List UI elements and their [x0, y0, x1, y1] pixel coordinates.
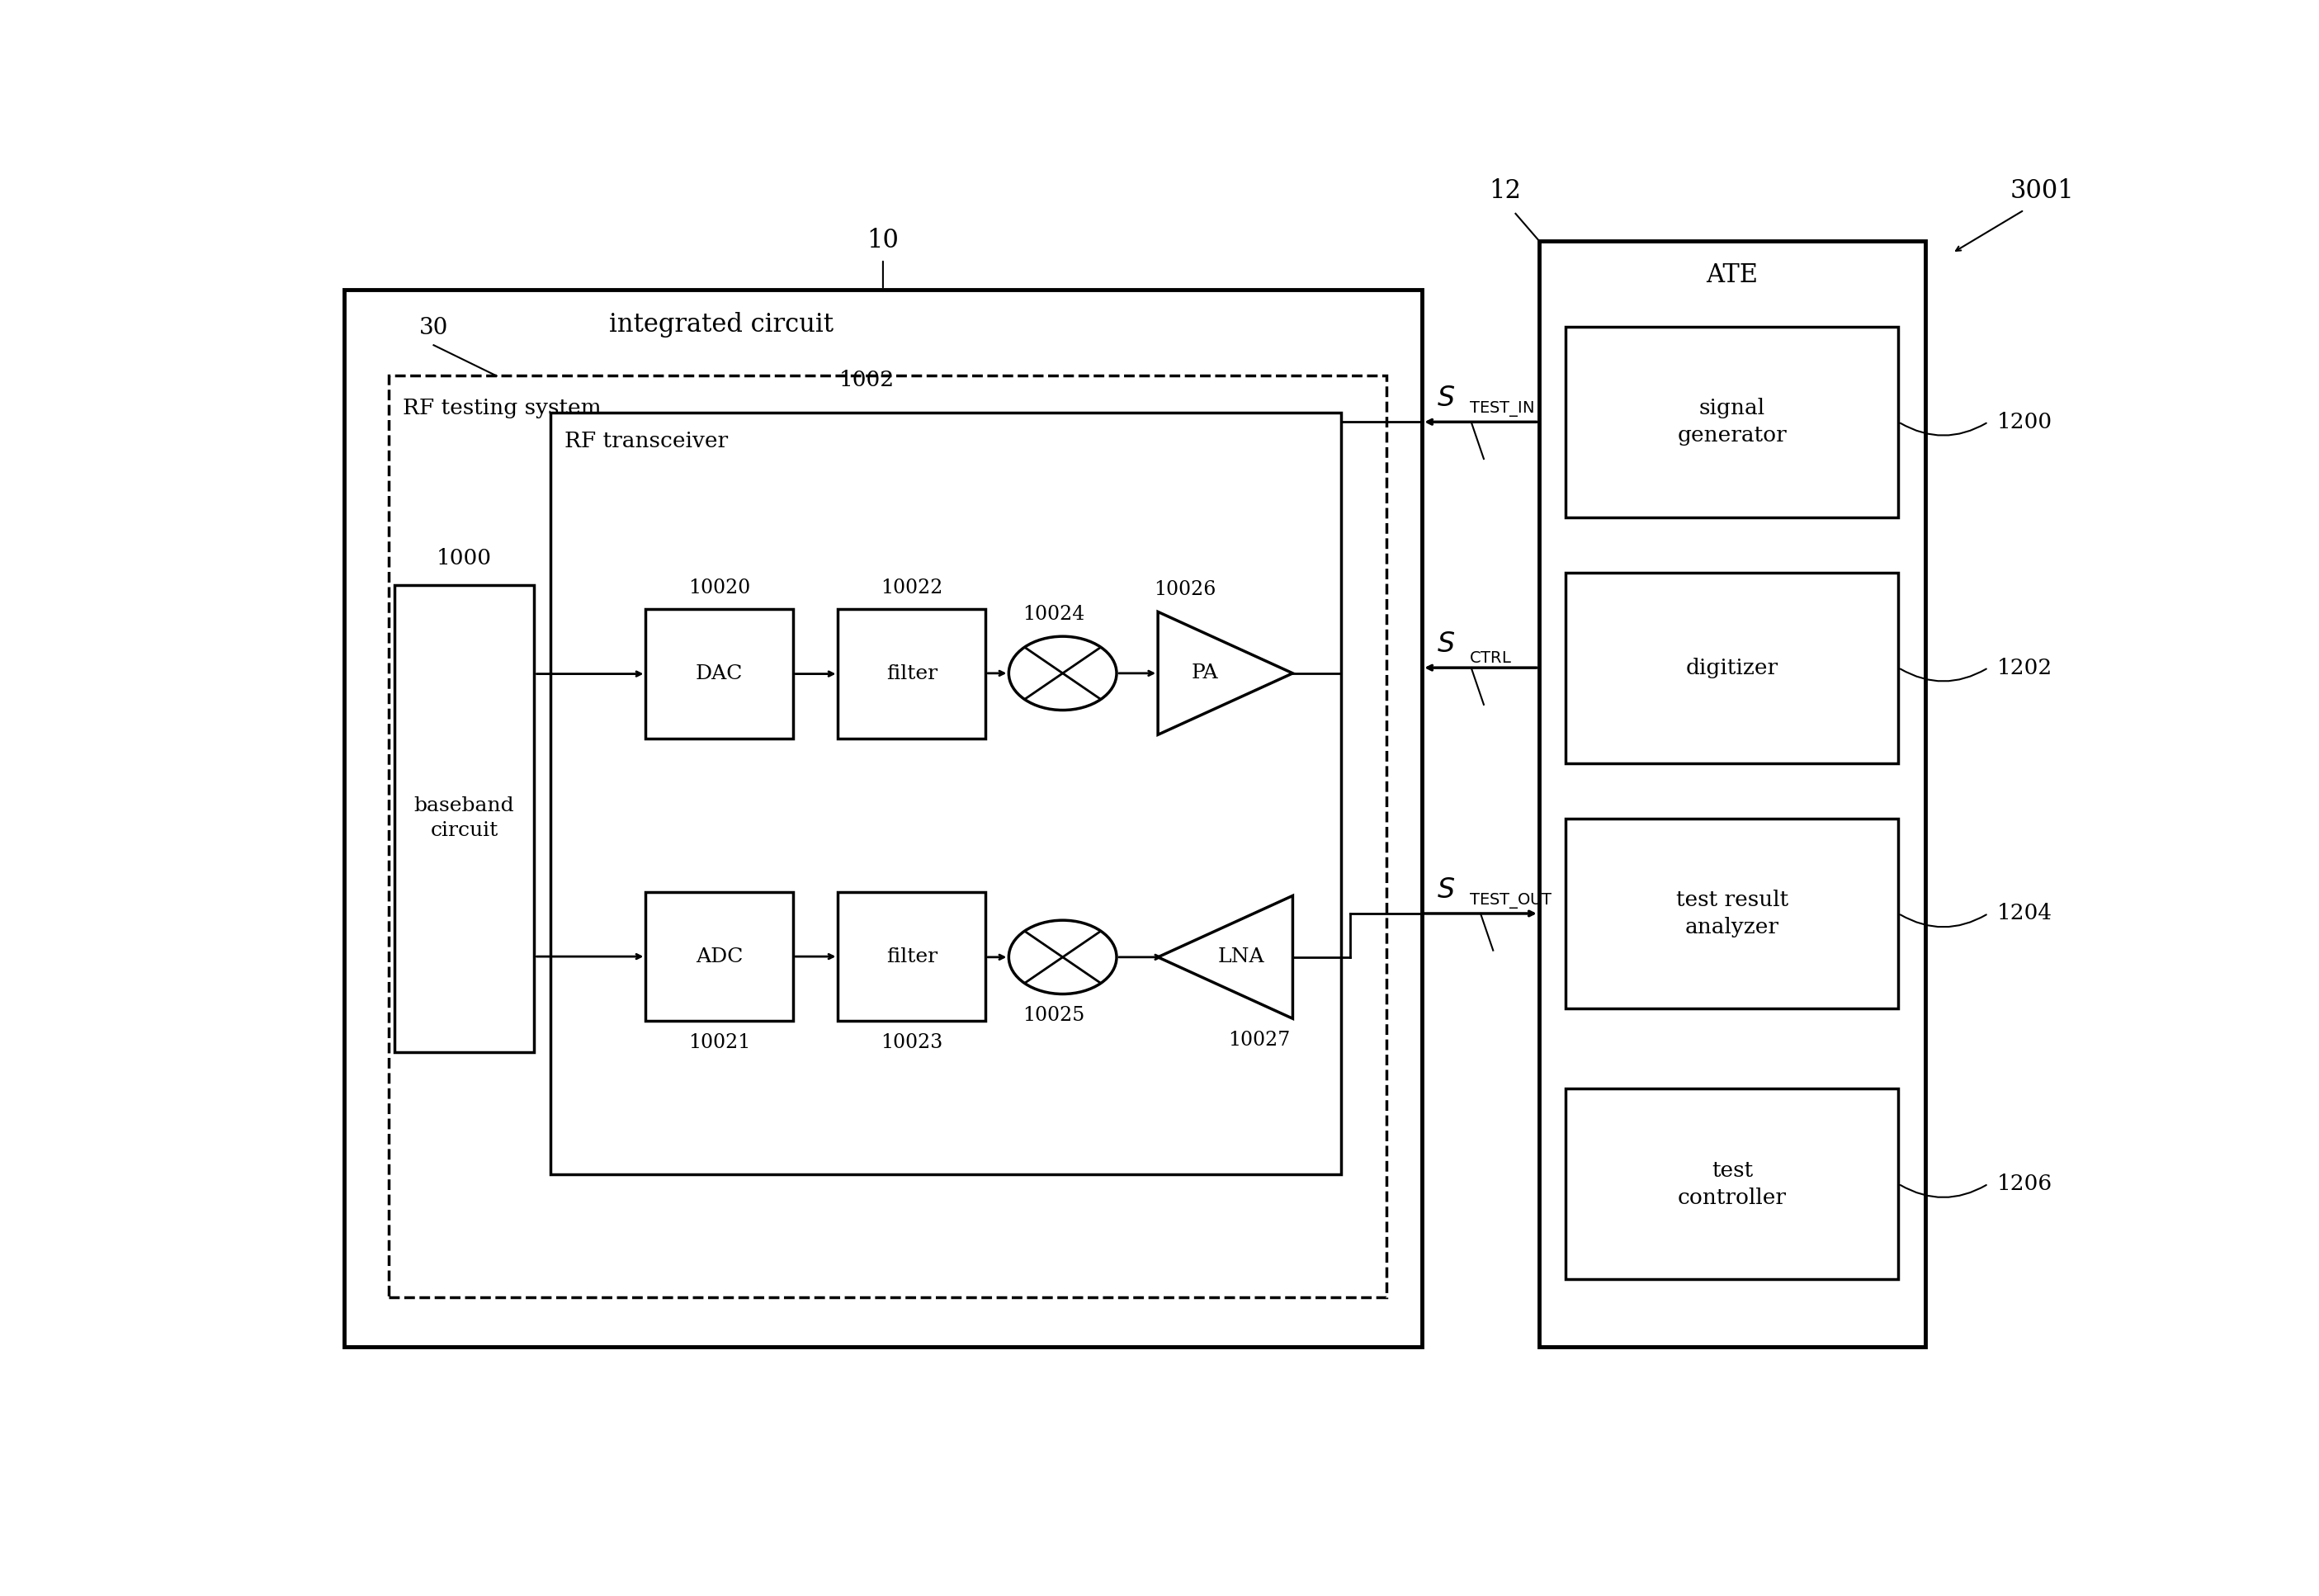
Text: 3001: 3001 [2011, 179, 2073, 204]
Text: 10020: 10020 [689, 578, 751, 597]
Text: $S$: $S$ [1435, 878, 1454, 903]
Polygon shape [1157, 895, 1292, 1018]
Bar [390, 375, 1387, 1298]
Text: DAC: DAC [696, 664, 742, 683]
Text: integrated circuit: integrated circuit [610, 311, 833, 337]
Text: 10027: 10027 [1229, 1031, 1289, 1050]
Text: 1000: 1000 [436, 547, 492, 568]
Circle shape [1009, 921, 1118, 994]
Text: signal
generator: signal generator [1677, 397, 1788, 445]
Text: $_{\mathrm{TEST\_OUT}}$: $_{\mathrm{TEST\_OUT}}$ [1468, 889, 1554, 911]
Bar [1565, 819, 1899, 1009]
Text: $S$: $S$ [1435, 632, 1454, 658]
Text: 1202: 1202 [1997, 658, 2052, 678]
Text: RF transceiver: RF transceiver [566, 431, 728, 452]
Text: 30: 30 [420, 316, 448, 338]
Polygon shape [1157, 611, 1292, 734]
Circle shape [1009, 637, 1118, 710]
Bar [1565, 1088, 1899, 1278]
Bar [837, 892, 986, 1021]
Text: RF testing system: RF testing system [404, 397, 601, 418]
Text: 10: 10 [867, 227, 900, 252]
Text: 1206: 1206 [1997, 1173, 2052, 1194]
Text: test
controller: test controller [1677, 1160, 1786, 1208]
Bar [645, 892, 793, 1021]
Bar [550, 413, 1340, 1175]
Text: ATE: ATE [1707, 263, 1758, 289]
Text: 10023: 10023 [881, 1033, 944, 1052]
Text: 10022: 10022 [881, 578, 944, 597]
Text: digitizer: digitizer [1686, 658, 1779, 678]
Text: filter: filter [886, 664, 937, 683]
Text: $_{\mathrm{CTRL}}$: $_{\mathrm{CTRL}}$ [1468, 643, 1512, 666]
Text: ADC: ADC [696, 946, 742, 966]
Text: 10024: 10024 [1023, 605, 1085, 624]
Text: 10026: 10026 [1155, 581, 1215, 600]
Text: LNA: LNA [1217, 948, 1264, 967]
Text: $_{\mathrm{TEST\_IN}}$: $_{\mathrm{TEST\_IN}}$ [1468, 397, 1533, 420]
Bar [1565, 327, 1899, 517]
Text: 1002: 1002 [839, 370, 895, 391]
Text: PA: PA [1192, 664, 1217, 683]
Text: 12: 12 [1489, 179, 1521, 204]
Text: 10021: 10021 [689, 1033, 751, 1052]
Bar [1540, 241, 1925, 1347]
Bar [645, 610, 793, 739]
Text: 1200: 1200 [1997, 412, 2052, 433]
Text: test result
analyzer: test result analyzer [1677, 889, 1788, 937]
Text: $S$: $S$ [1435, 386, 1454, 412]
Text: 1204: 1204 [1997, 903, 2052, 924]
Bar [343, 290, 1422, 1347]
Text: 10025: 10025 [1023, 1007, 1085, 1025]
Text: filter: filter [886, 946, 937, 966]
Bar [837, 610, 986, 739]
Bar [394, 584, 533, 1052]
Bar [1565, 573, 1899, 763]
Text: baseband
circuit: baseband circuit [415, 796, 515, 839]
